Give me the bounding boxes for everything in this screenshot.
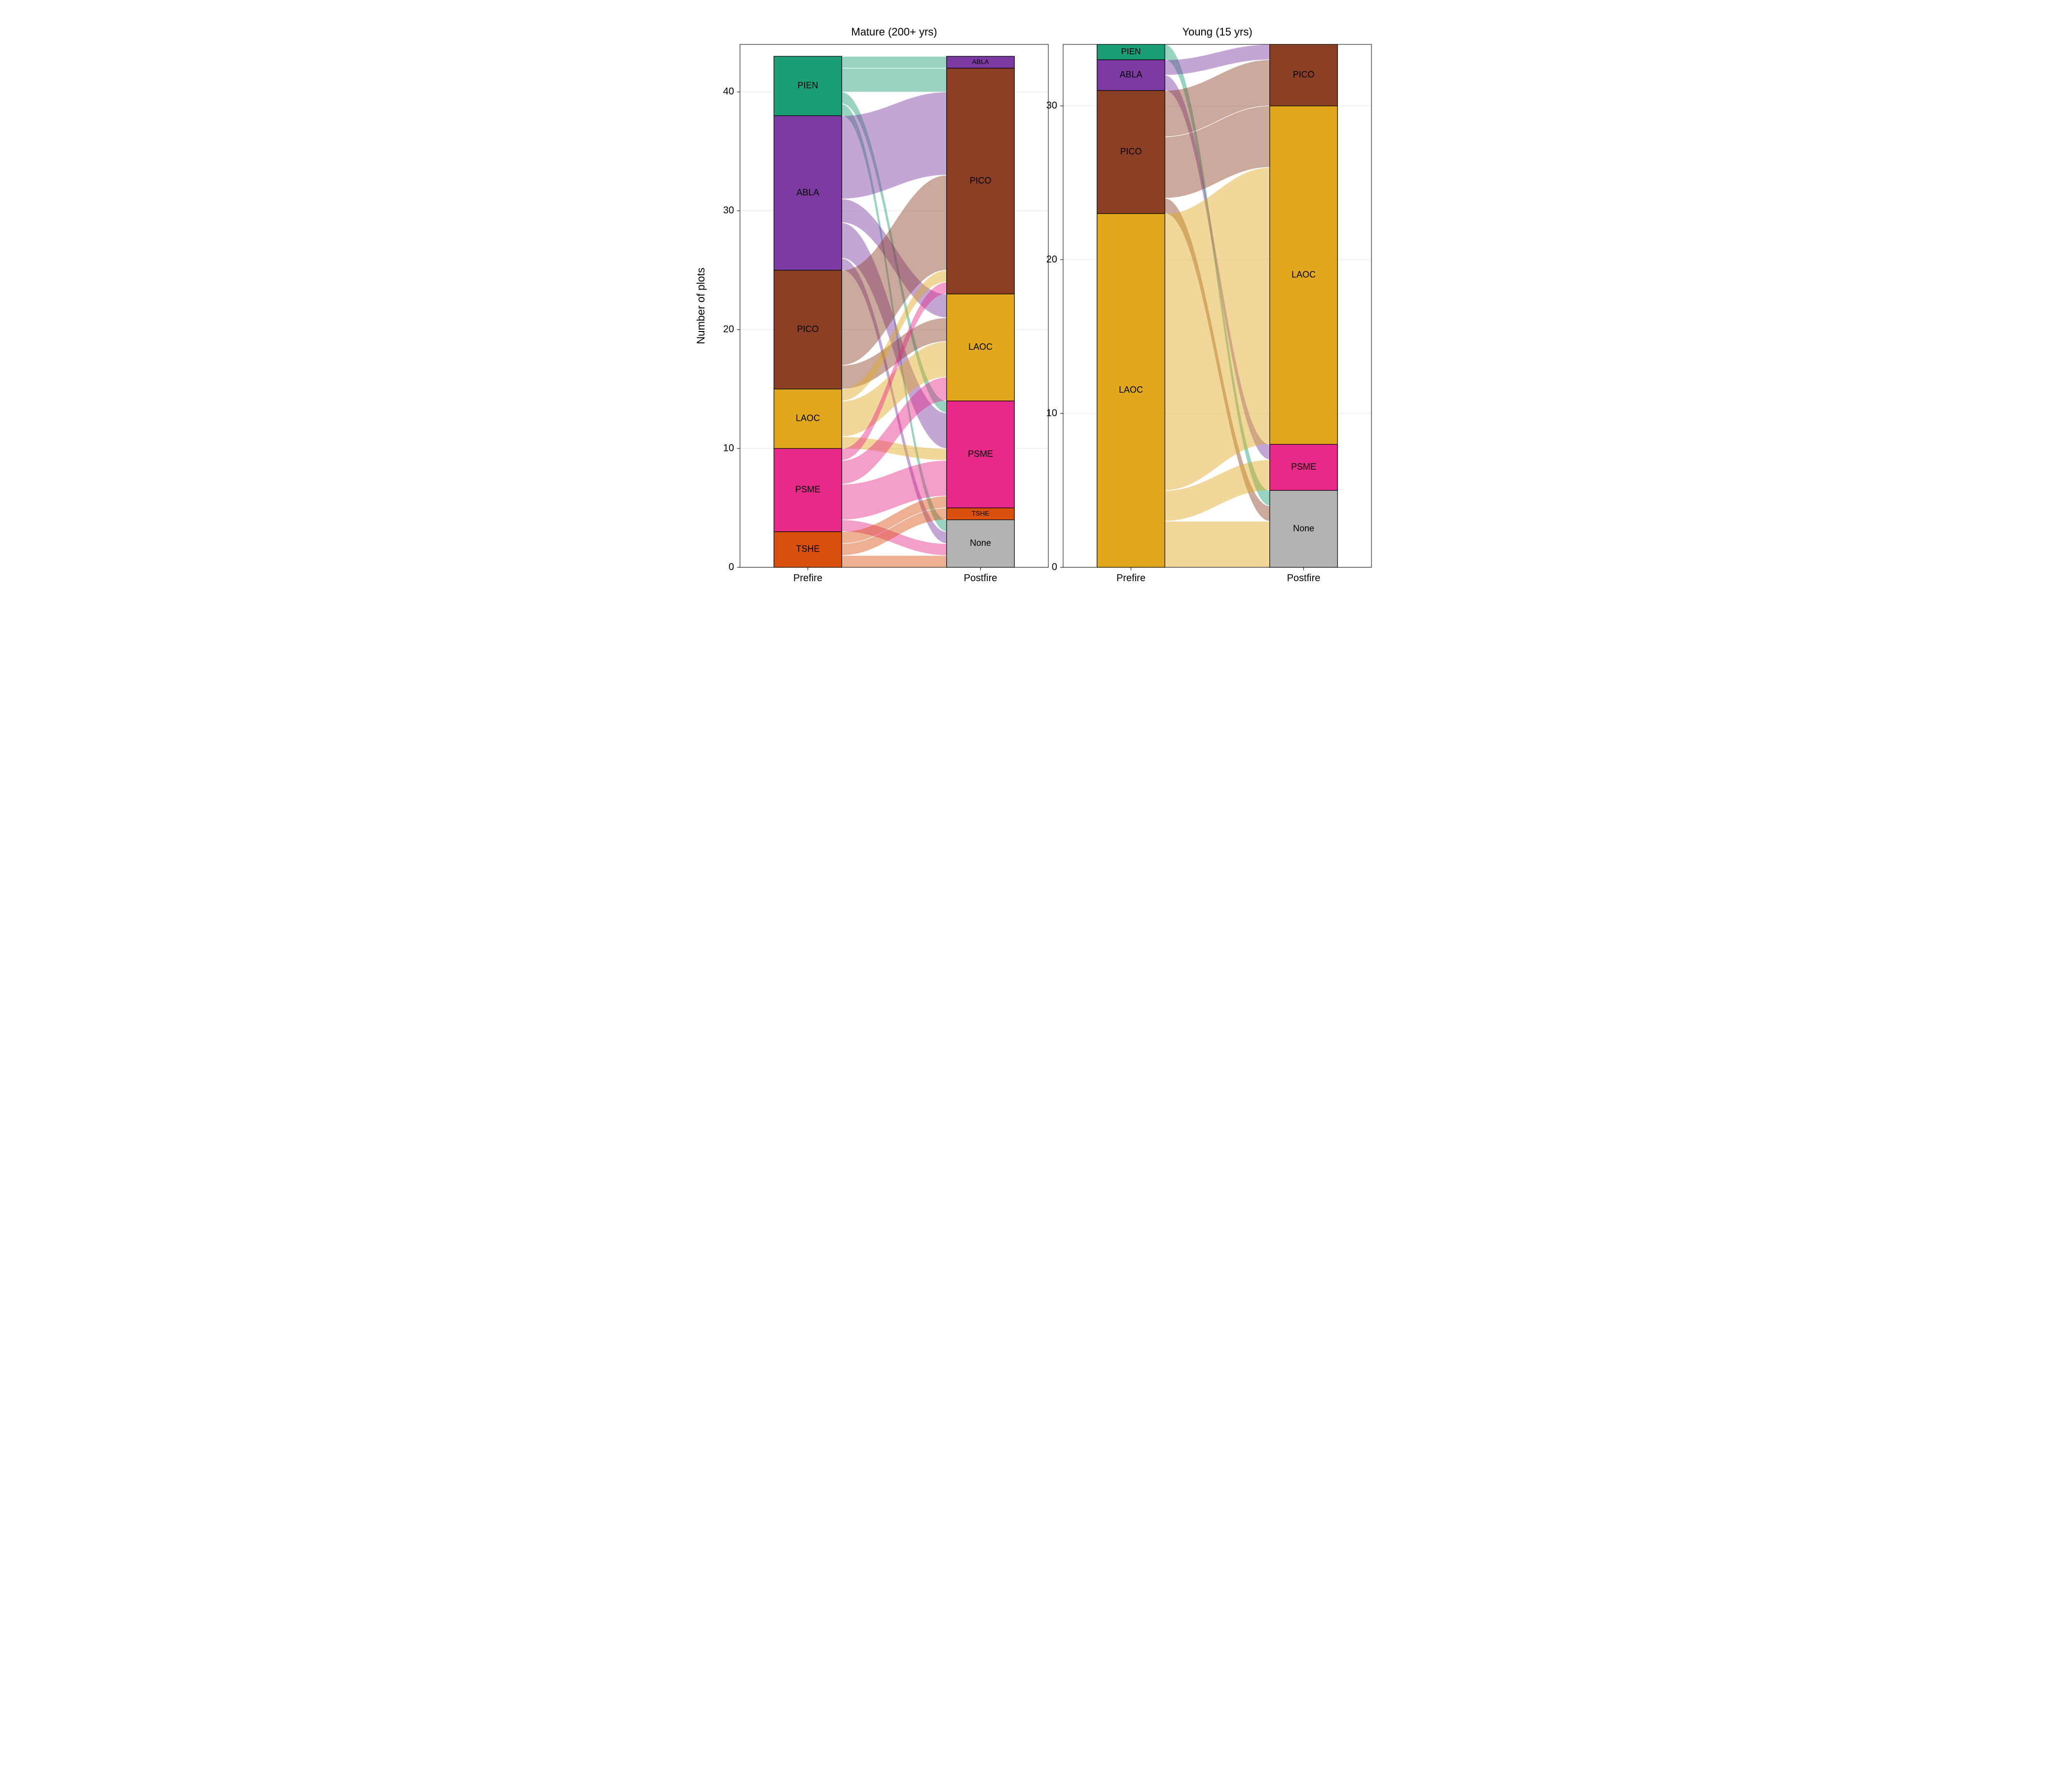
segment-label: ABLA xyxy=(972,58,989,66)
segment-label: LAOC xyxy=(968,342,993,352)
y-tick-label: 0 xyxy=(729,561,734,572)
segment-label: LAOC xyxy=(1292,269,1316,279)
x-tick-label: Postfire xyxy=(964,573,998,584)
facet-title: Mature (200+ yrs) xyxy=(851,26,937,38)
y-tick-label: 40 xyxy=(723,86,734,97)
segment-label: LAOC xyxy=(1119,385,1143,395)
segment-label: TSHE xyxy=(972,510,990,517)
x-tick-label: Prefire xyxy=(793,573,822,584)
alluvial-chart: Number of plots PIEN ABLA PICO LAOC PSME TSHE A… xyxy=(691,10,1381,602)
x-tick-label: Postfire xyxy=(1287,573,1321,584)
y-tick-label: 20 xyxy=(723,324,734,334)
flow xyxy=(842,69,947,92)
panel: PIEN ABLA PICO LAOC PSME TSHE ABLA PICO LAOC PSME… xyxy=(723,26,1048,584)
flow xyxy=(1165,168,1270,490)
y-tick-label: 30 xyxy=(723,205,734,216)
segment-label: TSHE xyxy=(796,544,819,554)
y-tick-label: 0 xyxy=(1052,561,1057,572)
flow xyxy=(842,556,947,567)
y-tick-label: 10 xyxy=(723,443,734,453)
flow xyxy=(1165,521,1270,567)
segment-label: PICO xyxy=(797,324,818,334)
segment-label: PSME xyxy=(968,449,993,459)
segment-label: None xyxy=(970,538,991,548)
facet-title: Young (15 yrs) xyxy=(1182,26,1252,38)
y-axis-title: Number of plots xyxy=(695,267,707,344)
x-tick-label: Prefire xyxy=(1116,573,1146,584)
segment-label: None xyxy=(1293,523,1314,533)
flow xyxy=(842,57,947,68)
segment-label: PICO xyxy=(1120,147,1142,156)
segment-label: PSME xyxy=(795,484,820,494)
segment-label: PIEN xyxy=(797,80,818,90)
y-tick-label: 10 xyxy=(1046,408,1057,419)
y-tick-label: 20 xyxy=(1046,254,1057,265)
segment-label: ABLA xyxy=(1119,70,1142,79)
y-tick-label: 30 xyxy=(1046,100,1057,111)
segment-label: PICO xyxy=(969,176,991,185)
segment-label: ABLA xyxy=(796,187,819,197)
segment-label: PIEN xyxy=(1121,46,1141,56)
segment-label: PICO xyxy=(1293,70,1314,79)
segment-label: LAOC xyxy=(796,413,820,423)
flows xyxy=(842,57,947,567)
chart-container: Number of plots PIEN ABLA PICO LAOC PSME TSHE A… xyxy=(0,0,2072,612)
panel: PIEN ABLA PICO LAOC PICO LAOC PSME None 0 10 20 30 P… xyxy=(1046,26,1371,584)
segment-label: PSME xyxy=(1291,462,1316,472)
